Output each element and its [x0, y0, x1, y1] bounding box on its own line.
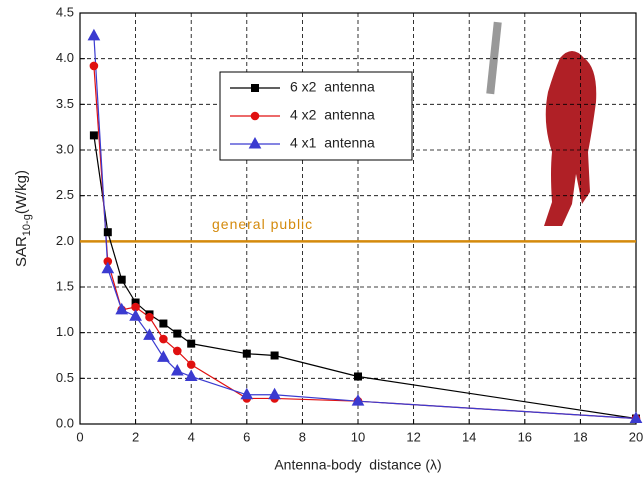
- marker: [143, 328, 156, 340]
- x-tick-label: 8: [299, 429, 306, 444]
- marker: [159, 334, 168, 344]
- legend-marker: [248, 136, 262, 149]
- marker: [268, 387, 281, 400]
- marker: [240, 387, 254, 400]
- y-tick-label: 3.0: [56, 141, 74, 156]
- marker: [187, 339, 196, 348]
- y-tick-label: 0.5: [56, 370, 74, 385]
- y-tick-label: 1.5: [56, 278, 74, 293]
- y-axis-title-part: (W/kg): [13, 170, 30, 214]
- legend-marker: [251, 84, 259, 92]
- legend-marker: [250, 111, 260, 121]
- y-tick-label: 1.0: [56, 324, 74, 339]
- marker: [184, 369, 198, 382]
- marker: [173, 346, 182, 356]
- marker: [186, 360, 196, 369]
- y-tick-label: 4.0: [56, 50, 74, 65]
- marker: [170, 363, 184, 376]
- x-tick-label: 6: [243, 429, 250, 444]
- x-axis-title: Antenna-body distance (λ): [274, 457, 441, 473]
- series-line: [93, 35, 637, 420]
- series-line: [93, 135, 637, 420]
- marker: [157, 350, 170, 362]
- x-tick-label: 14: [462, 429, 476, 444]
- marker: [115, 302, 129, 315]
- marker: [145, 312, 154, 322]
- x-tick-label: 20: [629, 429, 643, 444]
- x-tick-label: 4: [188, 429, 195, 444]
- x-tick-label: 16: [518, 429, 532, 444]
- y-axis-title: SAR10-g(W/kg): [13, 170, 33, 267]
- marker: [101, 261, 115, 274]
- x-tick-label: 12: [406, 429, 420, 444]
- body-figure: [486, 21, 597, 226]
- x-tick-label: 2: [132, 429, 139, 444]
- y-tick-label: 4.5: [56, 4, 74, 19]
- legend-label: 6 x2 antenna: [290, 79, 375, 95]
- legend-label: 4 x1 antenna: [290, 135, 375, 151]
- y-tick-label: 2.0: [56, 233, 74, 248]
- marker: [117, 275, 126, 284]
- marker: [129, 309, 142, 321]
- reference-label: general public: [212, 216, 313, 232]
- y-axis-title-part: 10-g: [21, 214, 33, 236]
- y-tick-label: 0.0: [56, 415, 74, 430]
- marker: [173, 329, 182, 338]
- marker: [354, 372, 362, 381]
- marker: [159, 319, 168, 328]
- x-tick-label: 18: [573, 429, 587, 444]
- y-tick-label: 3.5: [56, 96, 74, 111]
- marker: [351, 394, 365, 406]
- marker: [87, 28, 101, 41]
- plot-frame: [79, 12, 637, 425]
- y-axis-title-part: SAR: [13, 236, 30, 267]
- x-tick-label: 10: [351, 429, 365, 444]
- legend-label: 4 x2 antenna: [290, 107, 375, 123]
- y-tick-label: 2.5: [56, 187, 74, 202]
- marker: [89, 131, 98, 140]
- marker: [629, 411, 643, 424]
- marker: [270, 351, 279, 360]
- marker: [242, 349, 251, 358]
- marker: [103, 228, 112, 237]
- x-tick-label: 0: [76, 429, 83, 444]
- marker: [89, 61, 99, 71]
